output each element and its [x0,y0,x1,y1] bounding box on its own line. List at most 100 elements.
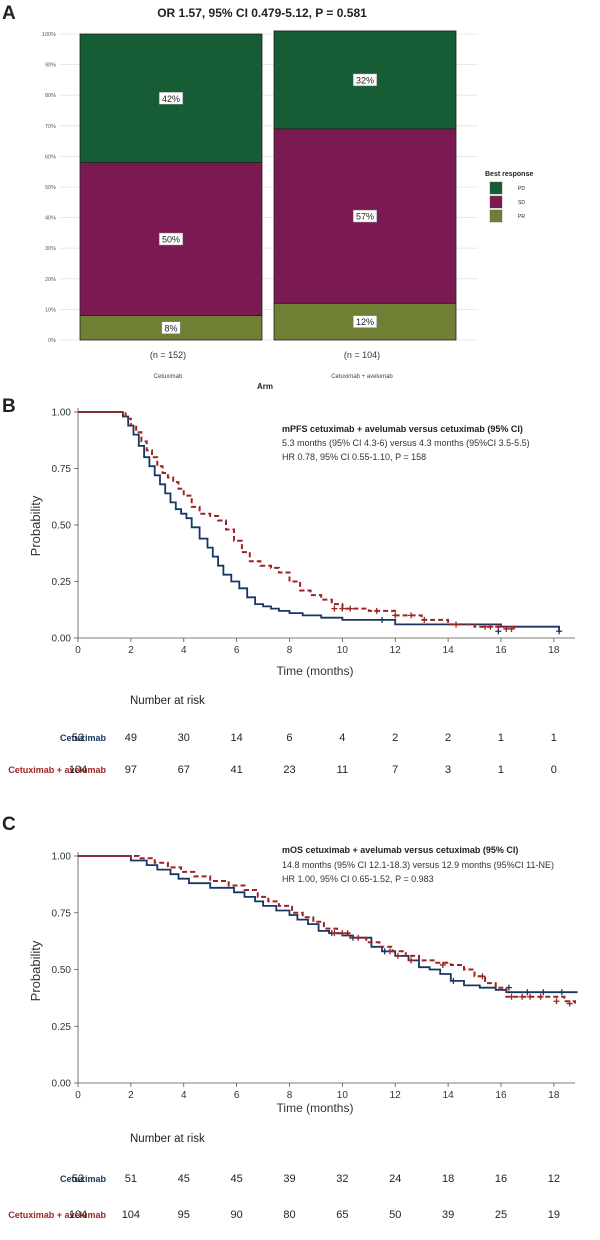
x-tick-label: 10 [337,645,349,656]
risk-count: 7 [392,764,398,776]
chart-a-n-label: (n = 104) [344,350,380,360]
chart-b-annotation-title: mPFS cetuximab + avelumab versus cetuxim… [282,424,523,434]
censor-mark [537,993,544,1000]
censor-mark [453,621,460,628]
risk-count: 1 [498,732,504,744]
censor-mark [505,984,512,991]
x-tick-label: 6 [234,1090,240,1101]
risk-count: 30 [178,732,190,744]
censor-mark [379,616,386,623]
risk-count: 104 [69,764,87,776]
chart-a-categories: (n = 152) (n = 104) Cetuximab Cetuximab … [150,350,394,391]
chart-a-data-labels: 8% 50% 42% 12% 57% 32% [158,73,378,335]
data-label: 12% [356,317,374,327]
y-tick-label: 0.25 [52,1022,72,1033]
censor-mark [392,612,399,619]
risk-row-label: Cetuximab [60,733,107,743]
y-tick-label: 10% [45,307,56,313]
risk-count: 2 [392,732,398,744]
risk-count: 80 [283,1209,295,1221]
x-tick-label: 4 [181,1090,187,1101]
y-tick-label: 0.00 [52,634,72,645]
censor-mark [394,952,401,959]
data-label-box [352,209,378,223]
chart-c-x-axis-label: Time (months) [277,1101,354,1115]
x-tick-label: 0 [75,1090,81,1101]
censor-mark [553,998,560,1005]
risk-table-title: Number at risk [130,695,205,707]
risk-row-label: Cetuximab + avelumab [8,1210,106,1220]
censor-mark [408,957,415,964]
risk-count: 65 [336,1209,348,1221]
risk-count: 52 [72,732,84,744]
censor-mark [556,628,563,635]
censor-mark [558,989,565,996]
chart-b-risk-table: Number at risk Cetuximab Cetuximab + ave… [8,695,557,776]
risk-count: 50 [389,1209,401,1221]
risk-count: 104 [122,1209,140,1221]
risk-count: 14 [230,732,242,744]
x-tick-label: 14 [443,1090,455,1101]
legend-swatch-pr [489,209,503,223]
x-tick-label: 14 [443,645,455,656]
x-tick-label: 8 [287,1090,293,1101]
y-tick-label: 0.50 [52,965,72,976]
risk-count: 90 [230,1209,242,1221]
y-tick-label: 30% [45,246,56,252]
chart-c-annotation-line: 14.8 months (95% CI 12.1-18.3) versus 12… [282,860,554,870]
chart-b-plot: 0.00 0.25 0.50 0.75 1.00 0 2 4 6 8 10 12 14 16 18 [52,408,575,656]
censor-mark [408,612,415,619]
censor-mark [524,989,531,996]
risk-count: 1 [498,764,504,776]
data-label: 42% [162,94,180,104]
x-tick-label: 8 [287,645,293,656]
y-tick-label: 0.75 [52,464,72,475]
y-tick-label: 0.75 [52,908,72,919]
panel-c: C mOS cetuximab + avelumab versus cetuxi… [2,814,578,1221]
chart-a-title: OR 1.57, 95% CI 0.479-5.12, P = 0.581 [157,6,367,20]
y-tick-label: 0.50 [52,521,72,532]
censor-mark [331,930,338,937]
x-tick-label: 18 [548,1090,560,1101]
panel-b: B mPFS cetuximab + avelumab versus cetux… [2,396,575,776]
x-tick-label: 18 [548,645,560,656]
censor-mark [386,948,393,955]
risk-count: 32 [336,1173,348,1185]
chart-c-risk-table: Number at risk Cetuximab Cetuximab + ave… [8,1133,560,1221]
censor-mark [482,623,489,630]
censor-mark [540,989,547,996]
risk-count: 4 [339,732,345,744]
y-tick-label: 1.00 [52,852,72,863]
risk-count: 16 [495,1173,507,1185]
panel-label-b: B [2,396,16,417]
data-label: 57% [356,212,374,222]
risk-count: 97 [125,764,137,776]
x-tick-label: 6 [234,645,240,656]
y-tick-label: 70% [45,124,56,130]
risk-count: 51 [125,1173,137,1185]
y-tick-label: 60% [45,154,56,160]
risk-count: 2 [445,732,451,744]
legend-title: Best response [485,171,533,178]
y-tick-label: 90% [45,63,56,69]
chart-c-annotation-title: mOS cetuximab + avelumab versus cetuxima… [282,845,518,855]
x-tick-label: 12 [390,1090,402,1101]
risk-count: 41 [230,764,242,776]
y-tick-label: 40% [45,216,56,222]
legend-label: SD [518,200,525,206]
risk-count: 25 [495,1209,507,1221]
x-tick-label: 16 [495,645,507,656]
censor-mark [344,930,351,937]
legend-swatch-sd [489,195,503,209]
risk-count: 1 [551,732,557,744]
survival-curve-cetuximab [78,855,578,994]
risk-count: 0 [551,764,557,776]
risk-count: 18 [442,1173,454,1185]
legend-label: PR [518,214,525,220]
risk-count: 23 [283,764,295,776]
censor-mark [450,977,457,984]
data-label-box [161,321,181,335]
censor-mark [503,625,510,632]
data-label-box [158,92,184,105]
risk-count: 104 [69,1209,87,1221]
